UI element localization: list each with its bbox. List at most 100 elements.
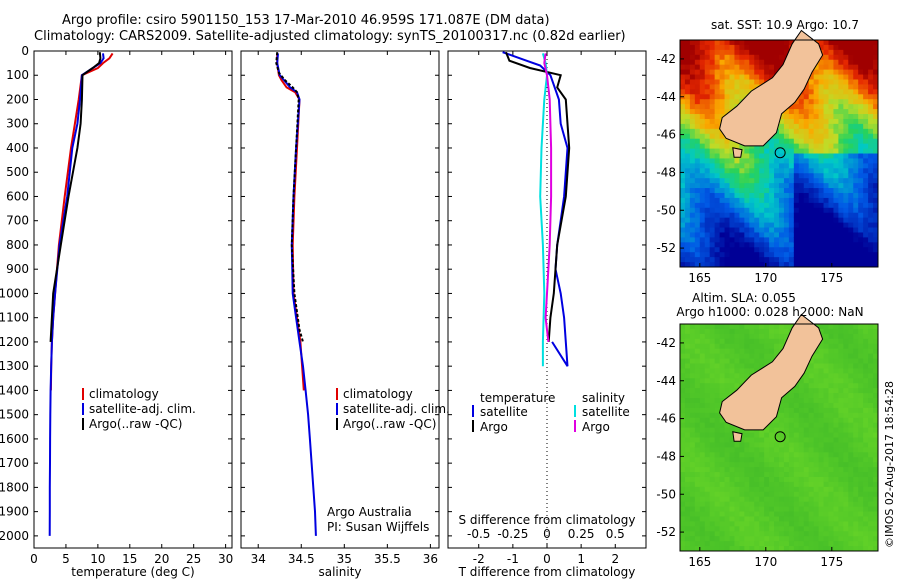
profile-location-marker: [774, 147, 786, 159]
map-y-tick-label: -48: [656, 165, 676, 179]
secondary-tick-label: 0: [543, 527, 551, 541]
map-y-tick-label: -44: [656, 374, 676, 388]
profile-panel-3: -2 -1 0 1 2T difference from climatology -0.5…: [447, 50, 647, 579]
x-tick-label: 15: [122, 552, 137, 566]
y-tick-label: 1400: [0, 383, 29, 397]
y-tick-label: 500: [6, 165, 29, 179]
map-title: Altim. SLA: 0.055: [692, 291, 796, 305]
secondary-tick-label: -0.25: [497, 527, 528, 541]
x-tick-label: 34.5: [288, 552, 315, 566]
x-tick-label: 0: [30, 552, 38, 566]
title-line-2: Climatology: CARS2009. Satellite-adjuste…: [34, 29, 626, 44]
y-tick-label: 1600: [0, 432, 29, 446]
x-tick-label: 30: [218, 552, 233, 566]
y-tick-label: 400: [6, 141, 29, 155]
y-tick-label: 1200: [0, 335, 29, 349]
series-line-temperature-argo: [505, 51, 571, 342]
x-tick-label: 0: [543, 552, 551, 566]
x-tick-label: 2: [611, 552, 619, 566]
stewart-island-land: [732, 147, 743, 158]
legend-label: Argo(..raw -QC): [89, 417, 182, 431]
series-line-argo-raw-qc-: [275, 52, 304, 343]
map-y-tick-label: -44: [656, 90, 676, 104]
map-frame: [679, 323, 879, 552]
x-axis-label: temperature (deg C): [71, 565, 194, 579]
x-tick-label: 1: [577, 552, 585, 566]
legend-label: climatology: [89, 387, 159, 401]
sst-map: 165 170 175 -42 -44 -46 -48 -50 -52 sat. SST: 10.…: [656, 18, 879, 285]
y-tick-label: 1700: [0, 456, 29, 470]
profile-location-marker: [774, 431, 786, 443]
copyright-credit: ©IMOS 02-Aug-2017 18:54:28: [883, 381, 896, 548]
map-y-tick-label: -48: [656, 449, 676, 463]
y-tick-label: 300: [6, 117, 29, 131]
legend-heading-temperature: temperature: [480, 391, 555, 405]
secondary-tick-label: 0.5: [606, 527, 625, 541]
x-tick-label: 36: [423, 552, 438, 566]
annotation-line-1: Argo Australia: [327, 505, 412, 519]
x-tick-label: -1: [507, 552, 519, 566]
map-x-tick-label: 165: [688, 555, 711, 569]
legend-label: satellite-adj. clim.: [343, 402, 450, 416]
x-tick-label: 35: [337, 552, 352, 566]
x-axis-label: T difference from climatology: [458, 565, 636, 579]
legend-heading-salinity: salinity: [582, 391, 625, 405]
y-tick-label: 1300: [0, 359, 29, 373]
x-axis-label: salinity: [318, 565, 361, 579]
legend-label: Argo: [582, 420, 610, 434]
map-subtitle: Argo h1000: 0.028 h2000: NaN: [676, 305, 863, 319]
y-tick-label: 0: [21, 44, 29, 58]
map-x-tick-label: 175: [820, 271, 843, 285]
map-frame: [679, 39, 879, 268]
map-y-tick-label: -52: [656, 525, 676, 539]
x-tick-label: 25: [186, 552, 201, 566]
stewart-island-land: [732, 431, 743, 442]
y-tick-label: 900: [6, 262, 29, 276]
y-tick-label: 100: [6, 68, 29, 82]
y-tick-label: 1100: [0, 311, 29, 325]
south-island-land: [719, 29, 824, 147]
south-island-land: [719, 313, 824, 431]
annotation-line-2: PI: Susan Wijffels: [327, 520, 429, 534]
map-y-tick-label: -46: [656, 128, 676, 142]
y-tick-label: 2000: [0, 529, 29, 543]
y-tick-label: 800: [6, 238, 29, 252]
y-tick-label: 600: [6, 189, 29, 203]
map-x-tick-label: 175: [820, 555, 843, 569]
y-tick-label: 1800: [0, 480, 29, 494]
legend-label: climatology: [343, 387, 413, 401]
y-tick-label: 700: [6, 214, 29, 228]
x-tick-label: 10: [90, 552, 105, 566]
legend-label: satellite: [582, 405, 630, 419]
x-tick-label: 20: [154, 552, 169, 566]
y-tick-label: 1500: [0, 408, 29, 422]
map-y-tick-label: -42: [656, 52, 676, 66]
x-tick-label: -2: [473, 552, 485, 566]
legend-label: Argo(..raw -QC): [343, 417, 436, 431]
map-title: sat. SST: 10.9 Argo: 10.7: [711, 18, 859, 32]
y-tick-label: 1000: [0, 286, 29, 300]
map-y-tick-label: -50: [656, 203, 676, 217]
legend-panel-3: temperaturesatelliteArgosalinitysatellit…: [472, 391, 630, 434]
secondary-tick-label: 0.25: [568, 527, 595, 541]
map-x-tick-label: 170: [754, 555, 777, 569]
series-line-argo-raw-qc-: [49, 52, 102, 342]
legend-label: satellite-adj. clim.: [89, 402, 196, 416]
map-x-tick-label: 170: [754, 271, 777, 285]
y-tick-label: 1900: [0, 505, 29, 519]
profile-panel-1: 0100200300400500600700800900100011001200…: [0, 44, 233, 579]
series-line-salinity-argo: [543, 53, 553, 343]
legend-label: satellite: [480, 405, 528, 419]
map-y-tick-label: -46: [656, 412, 676, 426]
map-x-tick-label: 165: [688, 271, 711, 285]
title-line-1: Argo profile: csiro 5901150_153 17-Mar-2…: [62, 13, 550, 28]
sla-map: 165 170 175 -42 -44 -46 -48 -50 -52 Altim. SLA: 0…: [656, 291, 879, 569]
profile-panel-2: 34 34.5 35 35.5 36 salinity: [240, 50, 440, 579]
secondary-tick-label: -0.5: [467, 527, 490, 541]
x-tick-label: 5: [62, 552, 70, 566]
plot-frame: [240, 50, 440, 549]
x-tick-label: 34: [251, 552, 266, 566]
